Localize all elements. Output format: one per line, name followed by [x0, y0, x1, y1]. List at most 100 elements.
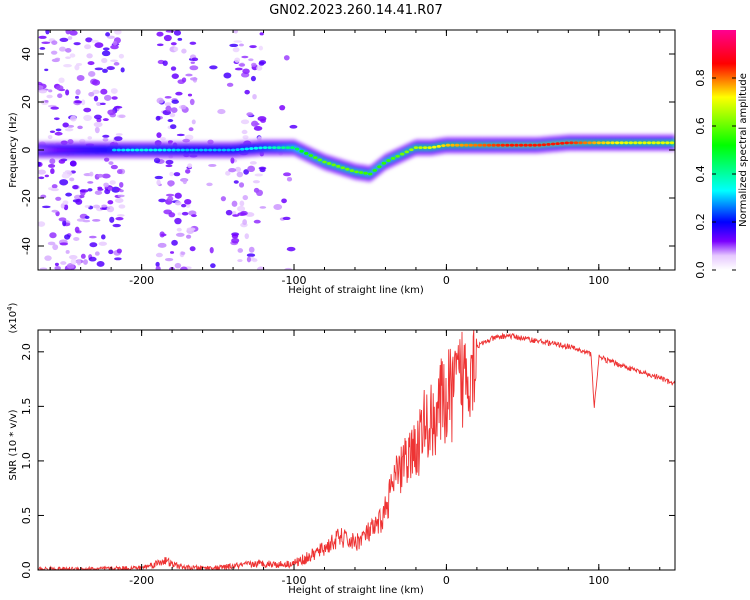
spectrogram-speckle-dot: [165, 164, 173, 168]
spectrogram-speckle-dot: [175, 91, 183, 96]
spectrogram-speckle-dot: [60, 203, 65, 209]
spectrogram-speckle-dot: [84, 205, 90, 208]
spectrogram-speckle-dot: [108, 161, 114, 165]
ridge-core-cell: [496, 143, 501, 147]
spectrogram-speckle-dot: [228, 167, 237, 173]
ridge-core-cell: [532, 143, 537, 147]
ridge-core-cell: [468, 143, 473, 147]
spectrogram-speckle-dot: [69, 177, 75, 182]
spectrogram-speckle-dot: [64, 170, 72, 173]
svg-text:(x104): (x104): [6, 302, 19, 333]
spectrogram-speckle-dot: [253, 126, 263, 131]
spectrogram-speckle-dot: [65, 89, 70, 96]
spectrogram-speckle-dot: [110, 164, 118, 170]
ridge-core-cell: [358, 171, 364, 174]
spectrogram-speckle-dot: [155, 265, 161, 270]
spectrogram-speckle-dot: [165, 159, 174, 165]
spectrogram-speckle-dot: [162, 60, 168, 67]
ridge-core-cell: [235, 148, 240, 152]
spectrogram-speckle-dot: [157, 242, 167, 248]
spectrogram-y-ticks: -40 -20 0 20 40: [20, 47, 675, 255]
spectrogram-speckle-dot: [41, 41, 51, 45]
spectrogram-speckle-dot: [226, 82, 234, 87]
spectrogram-speckle-dot: [251, 62, 257, 67]
spectrogram-speckle-dot: [239, 200, 245, 207]
x-tick-label: 0: [443, 274, 450, 287]
ridge-core-cell: [267, 146, 272, 150]
spectrogram-speckle-dot: [208, 163, 217, 167]
x-tick-label: -100: [282, 574, 307, 587]
colorbar-tick-label: 0.4: [694, 165, 707, 183]
ridge-core-cell: [304, 151, 309, 155]
spectrogram-speckle-dot: [85, 37, 93, 43]
ridge-core-cell: [308, 154, 313, 157]
spectrogram-speckle-dot: [223, 72, 232, 79]
spectrogram-speckle-dot: [160, 233, 167, 237]
spectrogram-speckle-dot: [113, 105, 123, 109]
spectrogram-speckle-dot: [59, 46, 66, 52]
ridge-core-cell: [125, 148, 131, 152]
spectrogram-speckle-dot: [233, 180, 239, 184]
spectrogram-speckle-dot: [99, 102, 106, 106]
y-tick-label: 40: [20, 47, 33, 61]
spectrogram-speckle-dot: [185, 169, 191, 174]
spectrogram-speckle-dot: [38, 85, 44, 91]
spectrogram-speckle-dot: [110, 59, 119, 62]
ridge-core-cell: [212, 148, 217, 152]
spectrogram-speckle-dot: [44, 68, 49, 72]
ridge-core-cell: [601, 141, 606, 145]
spectrogram-speckle-dot: [191, 214, 197, 218]
spectrogram-speckle-dot: [47, 241, 56, 246]
x-tick-label: -100: [282, 274, 307, 287]
spectrogram-speckle-dot: [59, 179, 69, 186]
snr-x-ticks: -200 -100 0 100: [49, 330, 661, 587]
spectrogram-speckle-dot: [170, 66, 177, 71]
spectrogram-speckle-dot: [171, 73, 179, 79]
ridge-core-cell: [345, 167, 350, 171]
spectrogram-speckle-dot: [246, 253, 256, 258]
spectrogram-speckle-dot: [234, 57, 241, 63]
spectrogram-x-ticks: -200 -100 0 100: [49, 30, 661, 287]
spectrogram-speckle-dot: [237, 205, 246, 212]
spectrogram-speckle-dot: [185, 234, 192, 239]
spectrogram-speckle-dot: [231, 200, 238, 207]
spectrogram-speckle-dot: [252, 93, 257, 100]
spectrogram-speckle-dot: [169, 171, 174, 177]
spectrogram-speckle-dot: [229, 43, 239, 48]
x-tick-label: -200: [129, 574, 154, 587]
spectrogram-speckle-dot: [242, 195, 249, 201]
spectrogram-speckle-dot: [177, 37, 183, 41]
spectrogram-speckle-dot: [155, 115, 161, 121]
spectrogram-speckle-dot: [246, 112, 254, 117]
y-tick-label: 1.0: [20, 452, 33, 470]
spectrogram-speckle-dot: [51, 184, 58, 189]
spectrogram-speckle-dot: [54, 57, 61, 61]
colorbar-tick-label: 0.8: [694, 69, 707, 87]
spectrogram-speckle-dot: [114, 257, 122, 261]
spectrogram-speckle-dot: [174, 192, 182, 199]
spectrogram-speckle-dot: [160, 136, 166, 141]
spectrogram-speckle-dot: [258, 61, 265, 66]
spectrogram-speckle-dot: [236, 171, 244, 178]
spectrogram-speckle-dot: [65, 30, 71, 35]
spectrogram-speckle-dot: [84, 44, 92, 50]
spectrogram-speckle-dot: [50, 168, 55, 175]
spectrogram-speckle-dot: [256, 189, 264, 197]
spectrogram-speckle-dot: [68, 254, 78, 260]
ridge-core-cell: [445, 143, 451, 147]
spectrogram-speckle-dot: [74, 95, 79, 99]
spectrogram-speckle-dot: [101, 58, 108, 64]
ridge-core-cell: [134, 148, 140, 152]
spectrogram-speckle-dot: [173, 46, 179, 52]
spectrogram-speckle-dot: [231, 237, 240, 244]
spectrogram-speckle-dot: [75, 89, 81, 96]
ridge-core-cell: [454, 143, 460, 147]
spectrogram-speckle-dot: [107, 109, 116, 116]
ridge-core-cell: [386, 159, 391, 162]
spectrogram-speckle-dot: [115, 133, 123, 136]
spectrogram-speckle-dot: [112, 223, 121, 228]
spectrogram-speckle-dot: [87, 188, 93, 192]
spectrogram-noise-speckle: [38, 30, 298, 270]
ridge-core-cell: [322, 160, 327, 164]
